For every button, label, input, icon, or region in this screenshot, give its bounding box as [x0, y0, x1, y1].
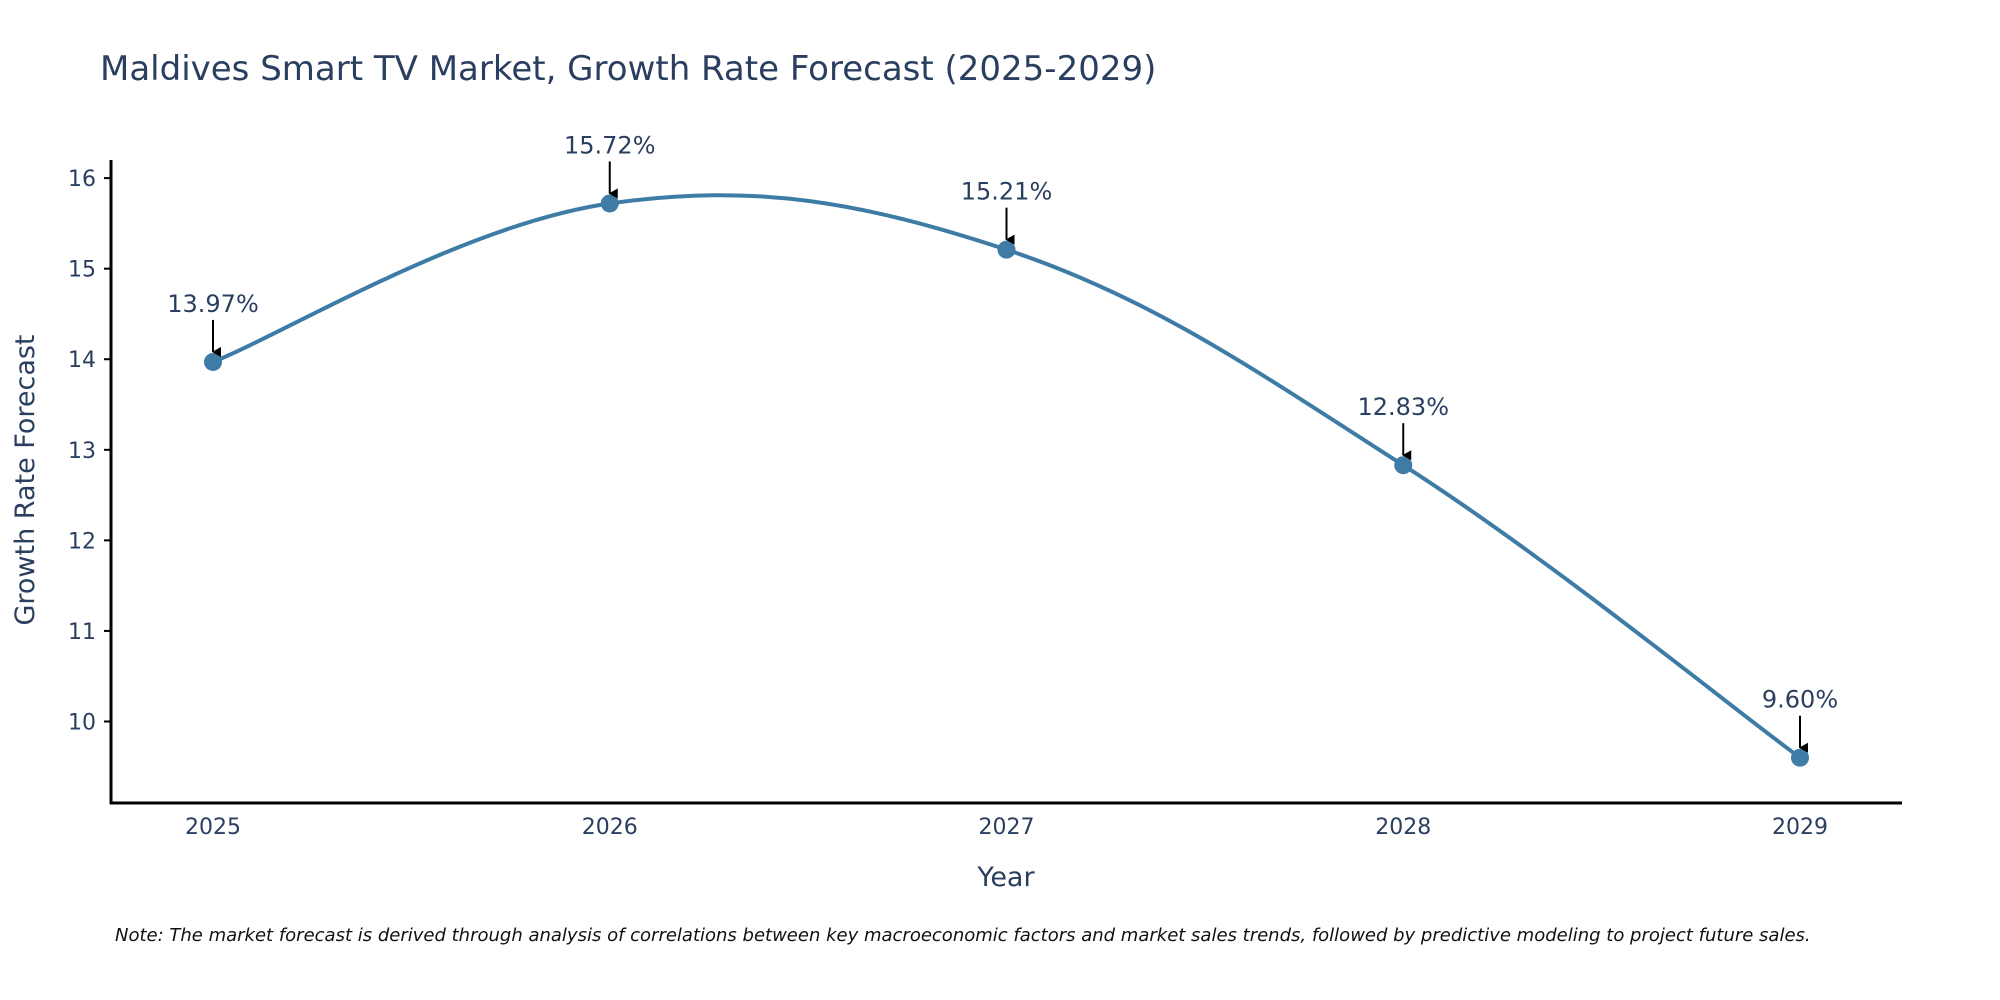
data-label: 9.60% [1762, 686, 1838, 714]
y-tick-label: 13 [68, 439, 96, 464]
footnote: Note: The market forecast is derived thr… [115, 925, 1811, 946]
x-tick-label: 2028 [1375, 815, 1431, 840]
data-point [1791, 748, 1809, 767]
data-point [1394, 456, 1413, 475]
y-tick-label: 12 [68, 529, 96, 554]
y-axis-ticks: 10 11 12 13 14 15 16 [68, 167, 111, 735]
data-annotations: 13.97% 15.72% 15.21% 12.83% 9.60% [167, 131, 1838, 753]
data-points [204, 194, 1809, 767]
x-tick-label: 2029 [1772, 815, 1828, 840]
y-tick-label: 15 [68, 258, 96, 283]
data-point [600, 194, 619, 213]
data-point [204, 352, 222, 371]
data-label: 15.21% [961, 178, 1053, 206]
y-tick-label: 11 [68, 620, 96, 645]
y-axis-title: Growth Rate Forecast [10, 334, 41, 625]
y-tick-label: 14 [68, 348, 96, 373]
x-tick-label: 2027 [979, 815, 1035, 840]
x-tick-label: 2025 [185, 815, 241, 840]
y-tick-label: 16 [68, 167, 96, 192]
data-label: 15.72% [564, 131, 656, 159]
y-tick-label: 10 [68, 710, 96, 735]
x-tick-label: 2026 [582, 815, 638, 840]
chart-title: Maldives Smart TV Market, Growth Rate Fo… [100, 49, 1156, 89]
x-axis-title: Year [976, 862, 1035, 893]
x-axis-ticks: 2025 2026 2027 2028 2029 [185, 815, 1828, 840]
series-line [212, 193, 1802, 760]
data-label: 12.83% [1357, 393, 1449, 421]
data-label: 13.97% [167, 290, 259, 318]
data-point [997, 240, 1016, 259]
